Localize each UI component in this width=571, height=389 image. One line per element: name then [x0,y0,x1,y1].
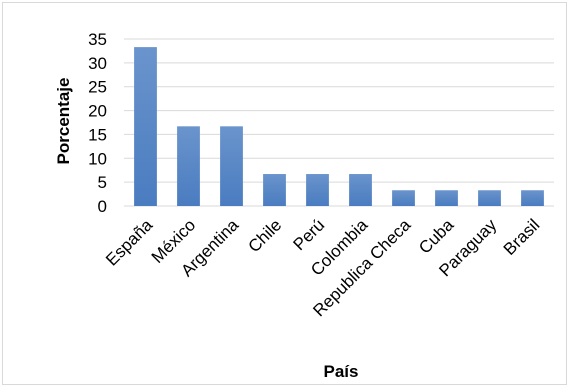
bar [521,190,544,206]
bar [349,174,372,206]
y-tick-label: 25 [88,78,107,97]
bar [263,174,286,206]
x-tick-label: España [102,215,157,270]
y-tick-label: 20 [88,102,107,121]
y-tick-label: 30 [88,54,107,73]
bar [177,126,200,206]
y-tick-label: 10 [88,149,107,168]
bar [435,190,458,206]
x-tick-label: Brasil [500,215,543,258]
x-tick-label: Perú [289,215,328,254]
bar [478,190,501,206]
y-tick-labels: 0 5 10 15 20 25 30 35 [88,30,107,216]
bar [392,190,415,206]
y-tick-label: 15 [88,125,107,144]
x-tick-label: Chile [244,215,285,256]
bar [306,174,329,206]
x-axis-title: País [324,362,359,381]
bar [220,126,243,206]
y-axis-title: Porcentaje [54,78,73,165]
y-tick-label: 0 [98,197,107,216]
y-tick-label: 35 [88,30,107,49]
chart-area: 0 5 10 15 20 25 30 35 España México Argentina Chil… [2,2,567,385]
bar [134,47,157,207]
y-tick-label: 5 [98,173,107,192]
bars [134,47,544,207]
